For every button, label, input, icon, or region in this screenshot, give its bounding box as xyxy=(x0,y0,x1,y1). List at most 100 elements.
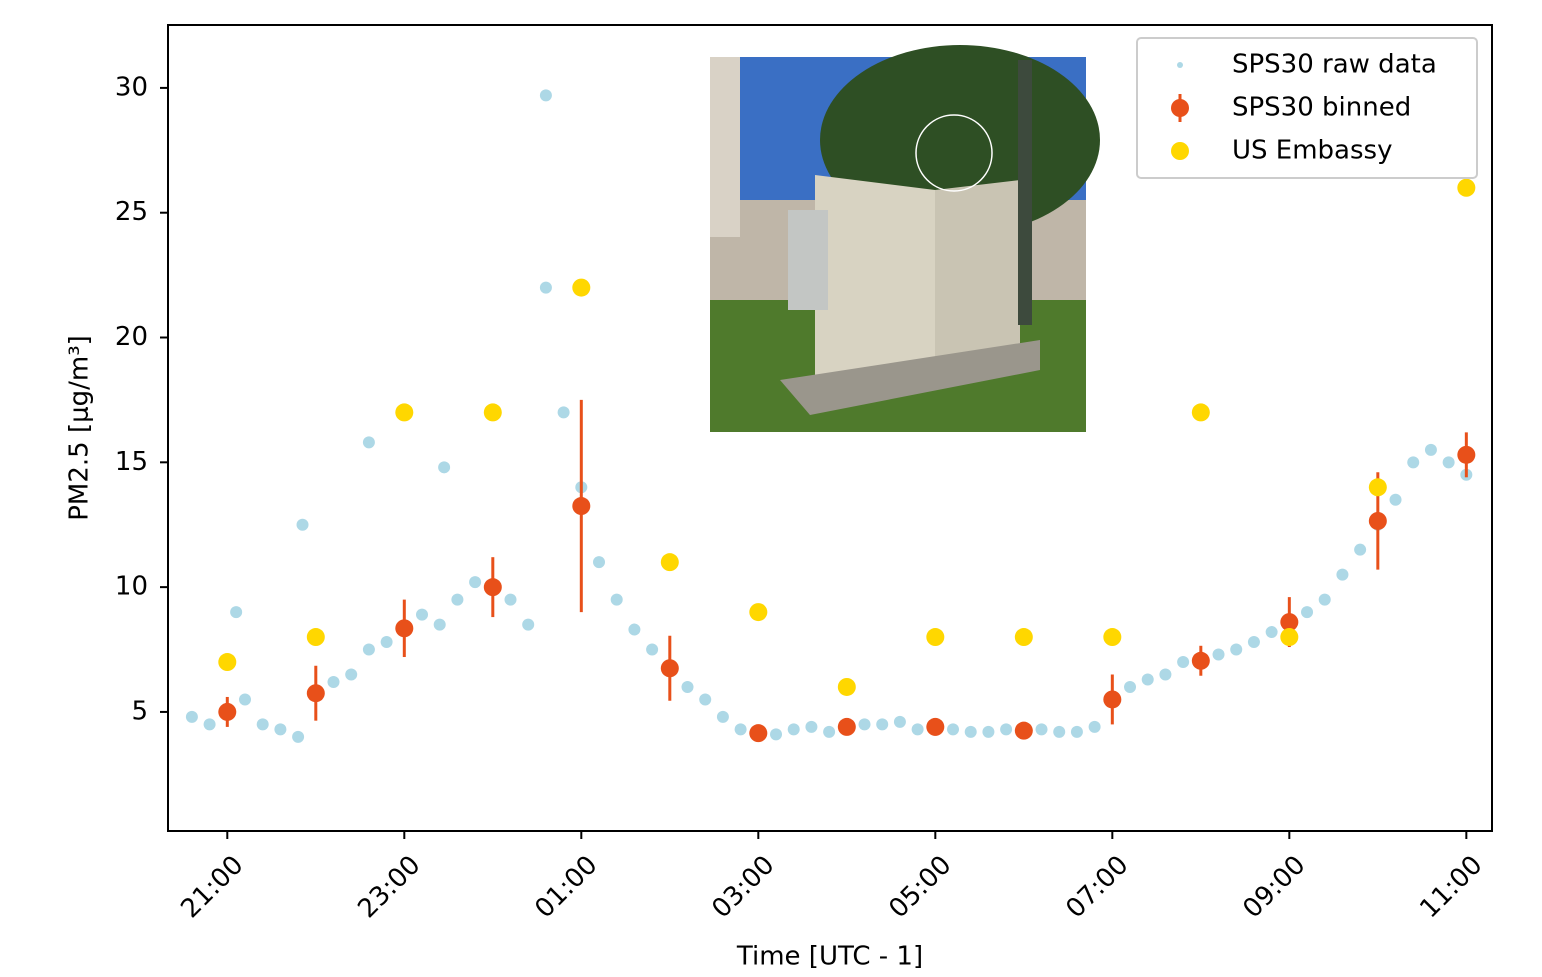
raw-point xyxy=(1318,593,1331,606)
raw-point xyxy=(805,720,818,733)
raw-point xyxy=(699,693,712,706)
binned-point xyxy=(1280,613,1299,632)
raw-point xyxy=(681,680,694,693)
binned-point xyxy=(1014,721,1033,740)
raw-point xyxy=(362,436,375,449)
raw-point xyxy=(1442,456,1455,469)
binned-point xyxy=(1368,511,1387,530)
raw-point xyxy=(1212,648,1225,661)
raw-point xyxy=(1336,568,1349,581)
legend-label: SPS30 binned xyxy=(1232,93,1411,123)
raw-point xyxy=(893,715,906,728)
raw-point xyxy=(433,618,446,631)
y-tick-label: 10 xyxy=(115,572,148,602)
legend-box xyxy=(1136,37,1478,179)
raw-point xyxy=(1230,643,1243,656)
raw-point xyxy=(1424,443,1437,456)
binned-point xyxy=(218,702,237,721)
raw-point xyxy=(716,710,729,723)
embassy-point xyxy=(306,628,325,647)
inset-photo xyxy=(710,45,1100,432)
raw-point xyxy=(539,89,552,102)
raw-point xyxy=(416,608,429,621)
embassy-point xyxy=(660,553,679,572)
binned-point xyxy=(837,717,856,736)
embassy-point xyxy=(1014,628,1033,647)
raw-point xyxy=(823,725,836,738)
y-axis-label: PM2.5 [μg/m³] xyxy=(65,335,95,521)
x-axis-label: Time [UTC - 1] xyxy=(736,942,923,972)
raw-point xyxy=(274,723,287,736)
raw-point xyxy=(380,636,393,649)
raw-point xyxy=(1301,606,1314,619)
embassy-point xyxy=(749,603,768,622)
embassy-point xyxy=(1191,403,1210,422)
raw-point xyxy=(947,723,960,736)
embassy-point xyxy=(837,677,856,696)
axes-frame xyxy=(167,24,1493,832)
binned-point xyxy=(572,497,591,516)
raw-point xyxy=(504,593,517,606)
raw-point xyxy=(593,556,606,569)
raw-point xyxy=(1354,543,1367,556)
plot-area xyxy=(185,89,1476,743)
y-tick-label: 20 xyxy=(115,322,148,352)
legend-label: SPS30 raw data xyxy=(1232,50,1437,80)
binned-point xyxy=(483,578,502,597)
legend-marker xyxy=(1177,62,1183,68)
raw-point xyxy=(1177,656,1190,669)
embassy-point xyxy=(483,403,502,422)
raw-point xyxy=(438,461,451,474)
y-tick-label: 15 xyxy=(115,447,148,477)
y-tick-label: 30 xyxy=(115,72,148,102)
raw-point xyxy=(1124,680,1137,693)
raw-point xyxy=(610,593,623,606)
binned-point xyxy=(306,684,325,703)
binned-point xyxy=(1191,651,1210,670)
raw-point xyxy=(876,718,889,731)
legend-label: US Embassy xyxy=(1232,136,1392,166)
binned-point xyxy=(749,724,768,743)
raw-point xyxy=(327,675,340,688)
raw-point xyxy=(362,643,375,656)
embassy-point xyxy=(218,653,237,672)
raw-point xyxy=(1265,626,1278,639)
raw-point xyxy=(911,723,924,736)
y-tick-label: 5 xyxy=(131,696,148,726)
embassy-point xyxy=(1368,478,1387,497)
embassy-point xyxy=(395,403,414,422)
raw-point xyxy=(1088,720,1101,733)
raw-point xyxy=(1053,725,1066,738)
raw-point xyxy=(1035,723,1048,736)
embassy-point xyxy=(1457,178,1476,197)
raw-point xyxy=(982,725,995,738)
raw-point xyxy=(557,406,570,419)
raw-point xyxy=(787,723,800,736)
raw-point xyxy=(296,518,309,531)
raw-point xyxy=(770,728,783,741)
raw-point xyxy=(1407,456,1420,469)
raw-point xyxy=(1247,636,1260,649)
y-tick-label: 25 xyxy=(115,197,148,227)
binned-point xyxy=(926,717,945,736)
raw-point xyxy=(1159,668,1172,681)
raw-point xyxy=(230,606,243,619)
raw-point xyxy=(1000,723,1013,736)
raw-point xyxy=(292,730,305,743)
binned-point xyxy=(660,659,679,678)
raw-point xyxy=(539,281,552,294)
raw-point xyxy=(858,718,871,731)
binned-point xyxy=(1103,690,1122,709)
embassy-point xyxy=(926,628,945,647)
raw-point xyxy=(1389,493,1402,506)
raw-point xyxy=(646,643,659,656)
raw-point xyxy=(451,593,464,606)
raw-point xyxy=(734,723,747,736)
raw-point xyxy=(964,725,977,738)
raw-point xyxy=(203,718,216,731)
binned-point xyxy=(1457,445,1476,464)
legend: SPS30 raw data SPS30 binned US Embassy xyxy=(1136,37,1478,179)
raw-point xyxy=(185,710,198,723)
